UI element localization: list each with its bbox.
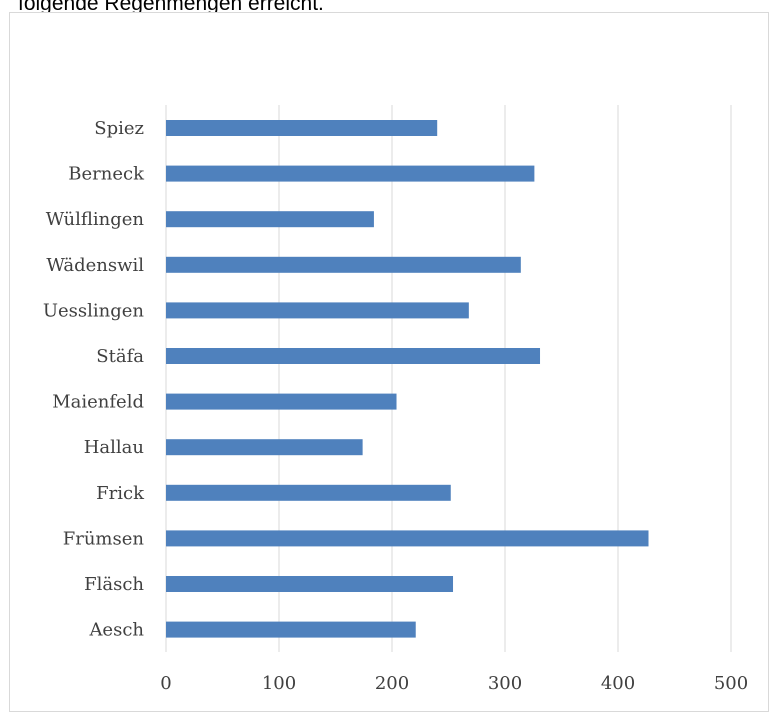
y-tick-label: Frümsen (63, 528, 145, 549)
y-axis-labels: Spiez Berneck Wülflingen Wädenswil Uesslinge… (43, 118, 145, 641)
y-tick-label: Berneck (68, 164, 145, 185)
y-tick-label: Frick (96, 483, 145, 504)
bar-Aesch (166, 621, 416, 638)
bar-Frümsen (166, 530, 649, 547)
bar-Frick (166, 484, 451, 501)
intro-text: folgende Regenmengen erreicht. (18, 0, 324, 15)
y-tick-label: Spiez (94, 118, 144, 139)
bar-Wädenswil (166, 256, 521, 273)
y-tick-label: Hallau (84, 437, 144, 458)
y-tick-label: Wädenswil (46, 255, 144, 276)
bar-Fläsch (166, 576, 454, 592)
x-tick-label: 400 (601, 673, 635, 694)
bar-Spiez (166, 120, 438, 136)
y-tick-label: Uesslingen (43, 300, 145, 321)
y-tick-label: Aesch (88, 620, 144, 641)
x-tick-label: 500 (714, 673, 748, 694)
y-tick-label: Maienfeld (52, 392, 144, 413)
y-tick-label: Wülflingen (46, 209, 145, 230)
bar-Berneck (166, 165, 535, 182)
y-tick-label: Stäfa (96, 346, 144, 367)
bar-Stäfa (166, 348, 541, 364)
x-axis-labels: 0 100 200 300 400 500 (160, 673, 748, 694)
x-tick-label: 200 (375, 673, 409, 694)
bar-Uesslingen (166, 302, 469, 319)
bar-Hallau (166, 439, 363, 456)
x-tick-label: 100 (262, 673, 296, 694)
bar-Wülflingen (166, 211, 374, 228)
bars (166, 120, 649, 638)
bar-Maienfeld (166, 393, 397, 410)
x-tick-label: 300 (488, 673, 522, 694)
y-tick-label: Fläsch (84, 574, 144, 595)
gridlines (165, 105, 732, 652)
x-tick-label: 0 (160, 673, 171, 694)
